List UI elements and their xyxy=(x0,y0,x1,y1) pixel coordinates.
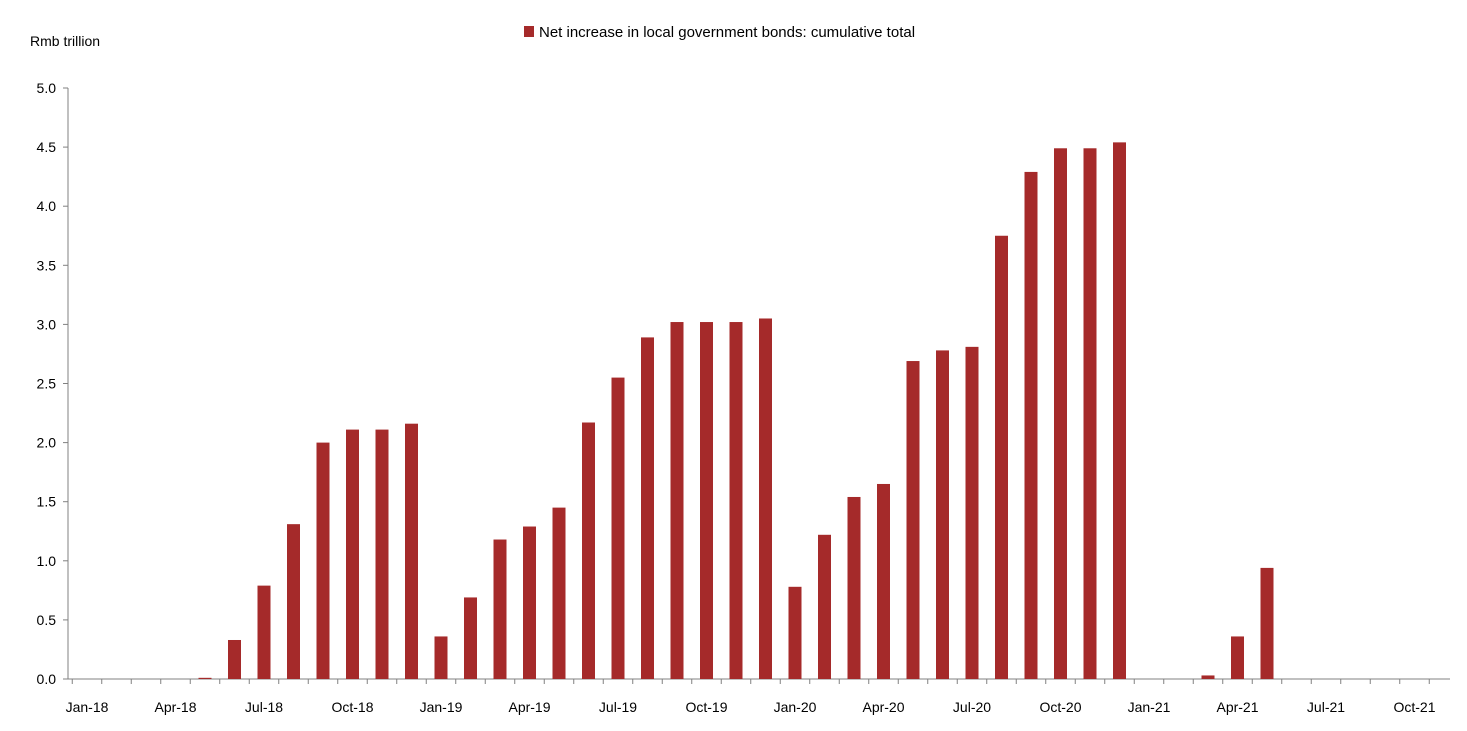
bar xyxy=(582,422,595,679)
bar xyxy=(936,350,949,679)
bar xyxy=(198,677,212,679)
bar xyxy=(464,597,477,679)
bar xyxy=(493,539,507,679)
y-axis-tick-label: 2.5 xyxy=(37,376,57,392)
x-axis-tick-label: Apr-18 xyxy=(154,699,196,715)
bars xyxy=(198,142,1274,680)
y-axis-tick-label: 1.0 xyxy=(37,553,57,569)
y-axis-tick-label: 0.0 xyxy=(37,671,57,687)
bar xyxy=(700,322,713,679)
bar xyxy=(759,318,772,679)
bar xyxy=(818,534,831,679)
bar xyxy=(228,639,241,679)
bar xyxy=(611,377,625,679)
bar xyxy=(788,586,802,679)
y-axis-tick-label: 3.0 xyxy=(37,316,57,332)
x-axis-tick-label: Apr-20 xyxy=(862,699,904,715)
x-axis-tick-label: Apr-19 xyxy=(508,699,550,715)
legend: Net increase in local government bonds: … xyxy=(524,24,915,41)
legend-label: Net increase in local government bonds: … xyxy=(539,24,915,41)
y-axis-unit-label: Rmb trillion xyxy=(30,33,100,49)
bar xyxy=(523,526,536,679)
axes xyxy=(63,87,1450,684)
x-axis-tick-label: Jul-18 xyxy=(245,699,283,715)
bar xyxy=(670,322,684,679)
bar xyxy=(847,496,861,679)
x-axis-tick-label: Jan-21 xyxy=(1128,699,1171,715)
bar xyxy=(1260,567,1274,679)
x-axis-tick-label: Jan-20 xyxy=(774,699,817,715)
bar xyxy=(316,442,330,679)
x-axis-tick-label: Jul-19 xyxy=(599,699,637,715)
bar xyxy=(877,483,890,679)
bar xyxy=(1231,636,1244,679)
x-axis-tick-label: Apr-21 xyxy=(1216,699,1258,715)
bar xyxy=(405,423,418,679)
x-axis-tick-label: Oct-19 xyxy=(685,699,727,715)
bar xyxy=(375,429,389,679)
bar xyxy=(257,585,271,679)
y-axis-tick-label: 2.0 xyxy=(37,435,57,451)
x-axis-tick-label: Jul-21 xyxy=(1307,699,1345,715)
legend-swatch xyxy=(524,26,534,37)
y-axis-tick-label: 4.5 xyxy=(37,139,57,155)
bar xyxy=(434,636,448,679)
y-axis-tick-label: 5.0 xyxy=(37,80,57,96)
bar xyxy=(906,361,920,679)
bar xyxy=(965,346,979,679)
bar xyxy=(995,235,1008,679)
x-axis-tick-label: Oct-18 xyxy=(331,699,373,715)
x-axis-tick-labels: Jan-18 Apr-18 Jul-18 Oct-18 Jan-19 Apr-19 Jul-… xyxy=(66,699,1436,715)
y-axis-tick-label: 1.5 xyxy=(37,494,57,510)
bar xyxy=(1024,171,1038,679)
x-axis-tick-label: Jan-18 xyxy=(66,699,109,715)
bar xyxy=(346,429,359,679)
y-axis-tick-labels: 0.0 0.5 1.0 1.5 2.0 2.5 3.0 3.5 4.0 4.5 5.0 xyxy=(37,80,57,687)
bar xyxy=(1113,142,1126,679)
bar xyxy=(1083,148,1097,680)
bar xyxy=(641,337,654,679)
bar xyxy=(1201,675,1215,679)
x-axis-tick-label: Oct-20 xyxy=(1039,699,1081,715)
x-axis-tick-label: Jul-20 xyxy=(953,699,991,715)
bar xyxy=(287,524,300,679)
bar xyxy=(1054,148,1067,680)
bar xyxy=(729,322,743,679)
y-axis-tick-label: 3.5 xyxy=(37,257,57,273)
x-axis-tick-label: Jan-19 xyxy=(420,699,463,715)
bar xyxy=(552,507,566,679)
y-axis-tick-label: 0.5 xyxy=(37,612,57,628)
x-axis-tick-label: Oct-21 xyxy=(1393,699,1435,715)
y-axis-tick-label: 4.0 xyxy=(37,198,57,214)
